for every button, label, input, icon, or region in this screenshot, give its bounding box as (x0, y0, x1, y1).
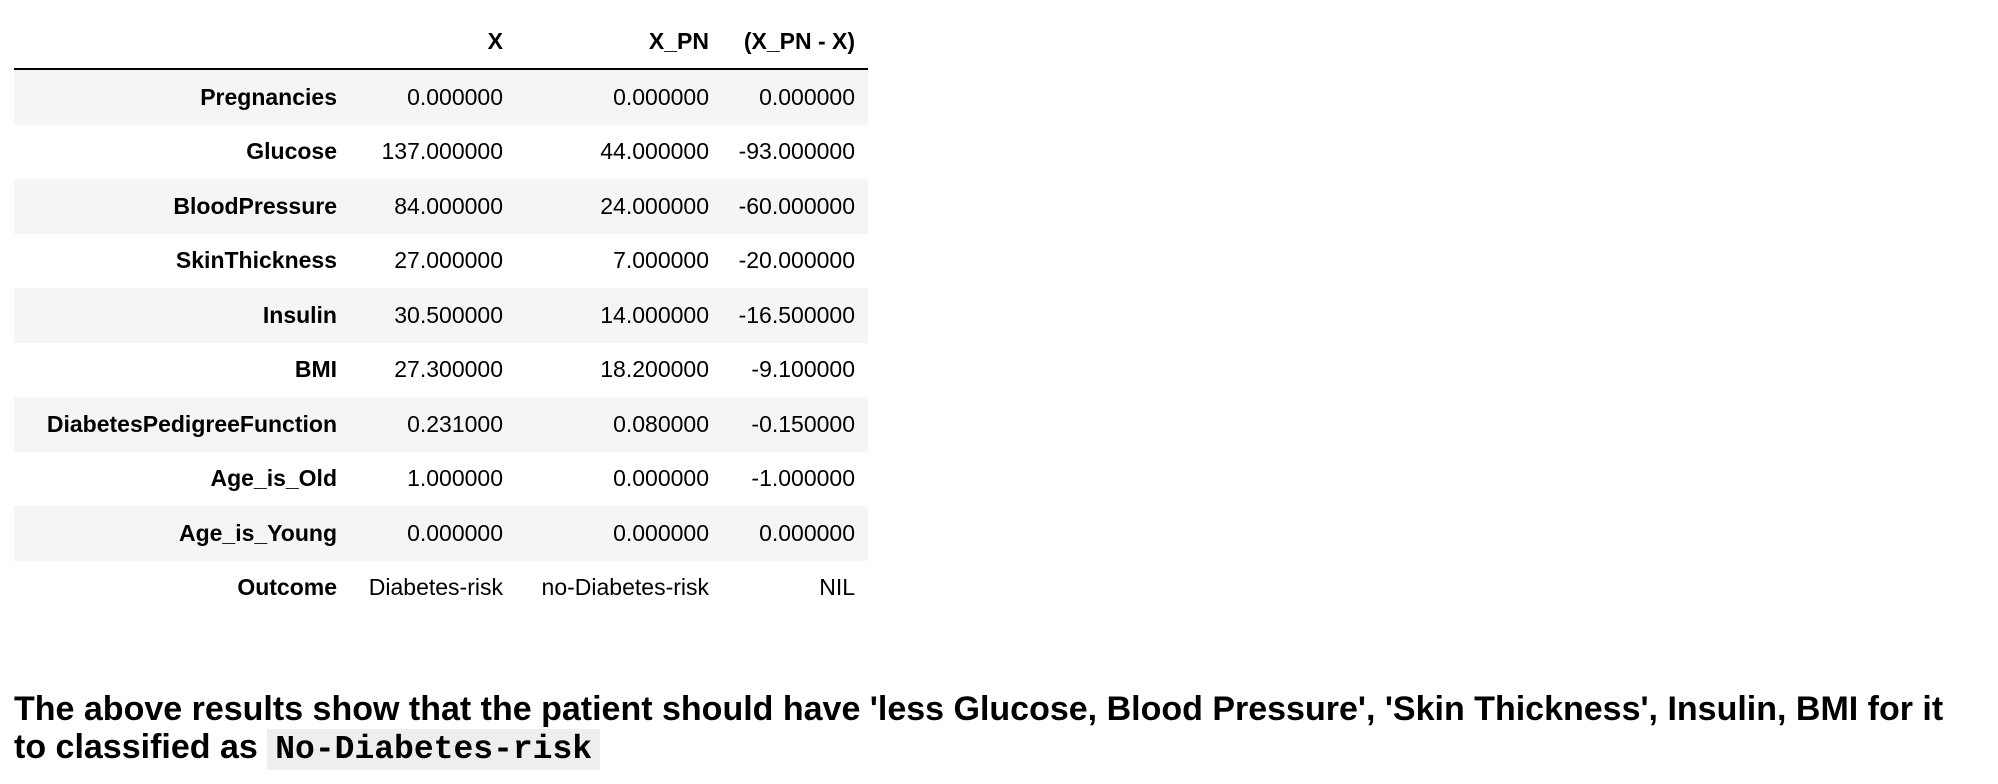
header-x-pn: X_PN (516, 14, 722, 70)
cell-x-pn: 0.000000 (613, 465, 709, 492)
cell-diff: 0.000000 (759, 519, 855, 546)
markdown-text: The above results show that the patient … (14, 690, 1944, 766)
table-row: Insulin 30.500000 14.000000 -16.500000 (14, 288, 868, 343)
cell-x-pn: 0.000000 (613, 519, 709, 546)
header-diff: (X_PN - X) (722, 14, 868, 70)
cell-x-pn: 7.000000 (613, 247, 709, 274)
header-row: X X_PN (X_PN - X) (14, 14, 868, 70)
row-index: Glucose (246, 138, 337, 165)
table-body: Pregnancies 0.000000 0.000000 0.000000 G… (14, 69, 868, 615)
table-row: BMI 27.300000 18.200000 -9.100000 (14, 342, 868, 397)
table-header: X X_PN (X_PN - X) (14, 14, 868, 70)
cell-diff: -20.000000 (738, 247, 855, 274)
header-x: X (350, 14, 516, 70)
dataframe-table: X X_PN (X_PN - X) Pregnancies 0.000000 0… (14, 14, 868, 615)
cell-x: 0.231000 (407, 410, 503, 437)
table-row: Pregnancies 0.000000 0.000000 0.000000 (14, 69, 868, 125)
table-row: Glucose 137.000000 44.000000 -93.000000 (14, 124, 868, 179)
cell-x: Diabetes-risk (368, 574, 503, 601)
cell-x-pn: no-Diabetes-risk (541, 574, 709, 601)
cell-x: 1.000000 (407, 465, 503, 492)
row-index: SkinThickness (175, 247, 337, 274)
cell-x: 0.000000 (407, 519, 503, 546)
cell-diff: NIL (819, 574, 855, 601)
row-index: BloodPressure (173, 192, 337, 219)
cell-x: 0.000000 (407, 83, 503, 110)
cell-x: 27.000000 (394, 247, 503, 274)
table-row: Age_is_Old 1.000000 0.000000 -1.000000 (14, 451, 868, 506)
row-index: Age_is_Old (210, 465, 337, 492)
notebook-output: X X_PN (X_PN - X) Pregnancies 0.000000 0… (14, 14, 1984, 615)
markdown-heading: The above results show that the patient … (14, 690, 1984, 770)
header-index (14, 14, 350, 70)
cell-diff: -9.100000 (751, 356, 855, 383)
row-index: Age_is_Young (178, 519, 337, 546)
table-row: Age_is_Young 0.000000 0.000000 0.000000 (14, 506, 868, 561)
cell-x-pn: 0.000000 (613, 83, 709, 110)
cell-x-pn: 18.200000 (600, 356, 709, 383)
cell-x-pn: 24.000000 (600, 192, 709, 219)
cell-x: 27.300000 (394, 356, 503, 383)
table-row: DiabetesPedigreeFunction 0.231000 0.0800… (14, 397, 868, 452)
cell-x-pn: 14.000000 (600, 301, 709, 328)
row-index: Insulin (262, 301, 337, 328)
cell-x: 137.000000 (381, 138, 503, 165)
cell-diff: -0.150000 (751, 410, 855, 437)
cell-x: 84.000000 (394, 192, 503, 219)
cell-diff: -93.000000 (738, 138, 855, 165)
row-index: DiabetesPedigreeFunction (46, 410, 337, 437)
table-row: Outcome Diabetes-risk no-Diabetes-risk N… (14, 560, 868, 615)
cell-diff: -60.000000 (738, 192, 855, 219)
cell-x-pn: 0.080000 (613, 410, 709, 437)
table-row: BloodPressure 84.000000 24.000000 -60.00… (14, 179, 868, 234)
cell-x: 30.500000 (394, 301, 503, 328)
cell-diff: -1.000000 (751, 465, 855, 492)
inline-code: No-Diabetes-risk (267, 729, 601, 770)
row-index: Outcome (237, 574, 337, 601)
table-row: SkinThickness 27.000000 7.000000 -20.000… (14, 233, 868, 288)
cell-x-pn: 44.000000 (600, 138, 709, 165)
row-index: Pregnancies (200, 83, 337, 110)
cell-diff: 0.000000 (759, 83, 855, 110)
cell-diff: -16.500000 (738, 301, 855, 328)
row-index: BMI (294, 356, 337, 383)
